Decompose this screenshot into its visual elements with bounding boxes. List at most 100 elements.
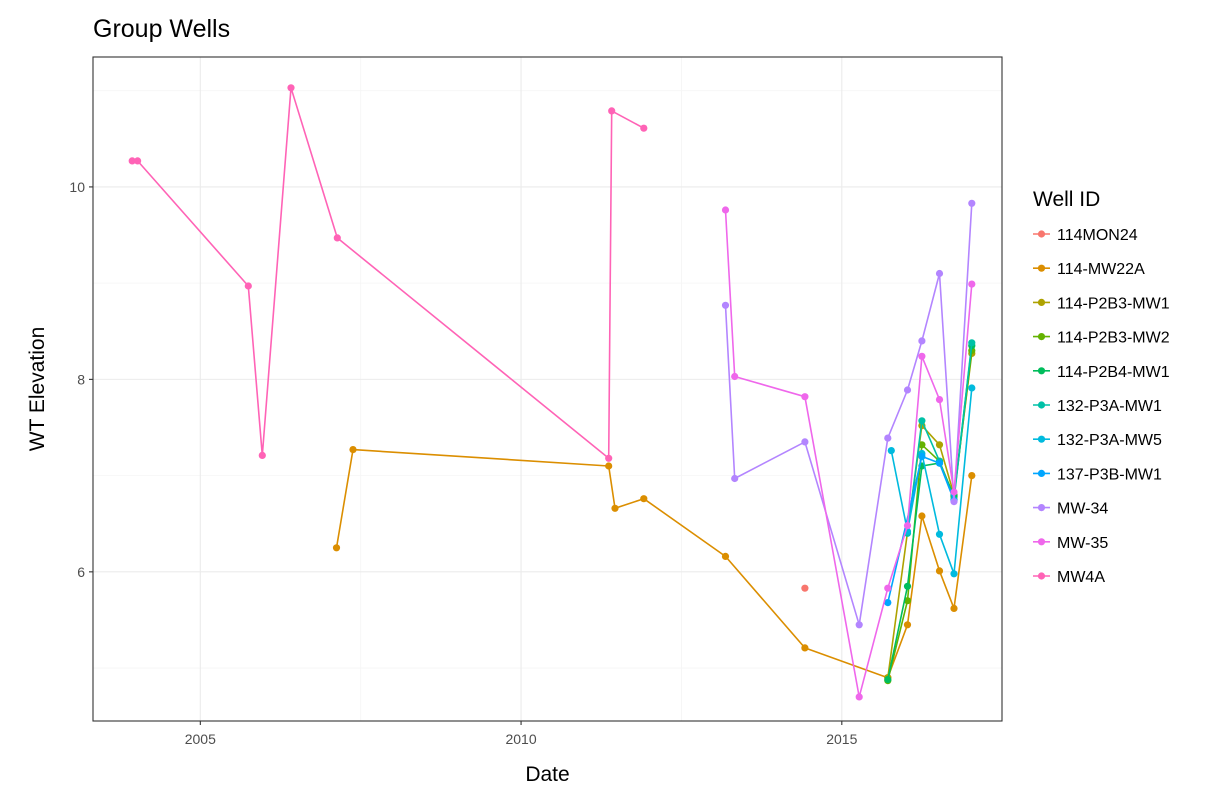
- data-point: [918, 512, 926, 520]
- y-tick-label: 8: [77, 371, 85, 387]
- series-line: [887, 455, 955, 603]
- series-line: [724, 203, 973, 626]
- x-axis-title: Date: [525, 763, 569, 786]
- data-point: [721, 301, 730, 309]
- data-point: [935, 530, 944, 538]
- data-point: [918, 417, 926, 425]
- legend-item: 132-P3A-MW1: [1033, 398, 1162, 415]
- data-point: [935, 396, 944, 404]
- legend-key-point: [1037, 538, 1046, 546]
- data-point: [903, 621, 912, 629]
- data-point: [918, 441, 926, 449]
- y-axis-title: WT Elevation: [26, 327, 49, 452]
- data-point: [611, 504, 619, 512]
- data-point: [287, 84, 295, 92]
- plot-panel-background: [93, 57, 1002, 721]
- y-tick-label: 6: [77, 564, 85, 580]
- legend-item: 114-P2B4-MW1: [1033, 364, 1170, 381]
- legend-key-point: [1037, 230, 1046, 238]
- data-point: [950, 488, 958, 496]
- y-tick-label: 10: [69, 179, 85, 195]
- chart-title: Group Wells: [93, 15, 230, 43]
- data-point: [801, 393, 809, 401]
- legend-key-point: [1037, 298, 1046, 306]
- plot-series: [128, 84, 976, 701]
- legend-key-point: [1037, 435, 1046, 443]
- data-point: [903, 386, 912, 394]
- data-point: [935, 269, 944, 278]
- legend-key-point: [1037, 469, 1046, 477]
- series-114MON24: [801, 584, 809, 592]
- data-point: [918, 452, 926, 460]
- data-point: [244, 282, 252, 290]
- data-point: [855, 621, 863, 629]
- data-point: [332, 544, 341, 552]
- plot-grid: [93, 57, 1002, 721]
- legend-label: MW-34: [1057, 501, 1108, 518]
- legend-title: Well ID: [1033, 188, 1100, 211]
- legend-label: 114-MW22A: [1057, 261, 1145, 278]
- data-point: [605, 454, 613, 462]
- legend-item: 114-P2B3-MW2: [1033, 330, 1170, 347]
- legend-item: 137-P3B-MW1: [1033, 466, 1162, 483]
- legend-key-point: [1037, 504, 1046, 512]
- plot-panel-border: [92, 56, 1003, 722]
- legend: 114MON24 114-MW22A 114-P2B3-MW1 114-P2B3-MW…: [1033, 227, 1170, 586]
- series-114-MW22A: [332, 446, 976, 682]
- data-point: [884, 584, 892, 592]
- data-point: [640, 495, 648, 503]
- data-point: [801, 438, 809, 446]
- data-point: [918, 337, 926, 345]
- data-point: [258, 451, 266, 459]
- data-point: [884, 434, 892, 442]
- series-MW4A: [128, 84, 648, 462]
- data-point: [801, 644, 809, 652]
- data-point: [968, 339, 976, 347]
- series-line: [890, 387, 973, 575]
- data-point: [333, 234, 341, 242]
- legend-item: 132-P3A-MW5: [1033, 432, 1162, 449]
- data-point: [968, 472, 976, 480]
- legend-label: MW4A: [1057, 569, 1105, 586]
- data-point: [855, 693, 863, 701]
- data-point: [903, 582, 912, 590]
- series-132-P3A-MW5: [887, 384, 976, 578]
- data-point: [935, 459, 944, 467]
- data-point: [903, 597, 912, 605]
- legend-key-point: [1037, 401, 1046, 409]
- data-point: [608, 107, 616, 115]
- data-point: [884, 599, 892, 607]
- data-point: [968, 384, 976, 392]
- data-point: [640, 124, 648, 132]
- legend-item: 114-MW22A: [1033, 261, 1145, 278]
- data-point: [134, 157, 142, 165]
- x-tick-label: 2010: [505, 731, 536, 747]
- data-point: [903, 522, 912, 530]
- data-point: [721, 552, 730, 561]
- legend-item: 114-P2B3-MW1: [1033, 295, 1170, 312]
- data-point: [605, 462, 613, 470]
- data-point: [968, 280, 976, 288]
- data-point: [349, 446, 357, 454]
- data-point: [950, 570, 958, 578]
- data-point: [968, 199, 976, 207]
- series-MW-34: [721, 199, 976, 629]
- axis-ticks: 2005 2010 2015 6 8 10: [69, 179, 857, 747]
- data-point: [731, 372, 739, 381]
- data-point: [128, 157, 136, 165]
- data-point: [950, 498, 958, 506]
- legend-item: MW-34: [1033, 501, 1108, 518]
- data-point: [950, 604, 958, 613]
- legend-label: 114-P2B4-MW1: [1057, 364, 1170, 381]
- data-point: [731, 474, 739, 483]
- data-point: [721, 206, 730, 214]
- legend-label: 114-P2B3-MW2: [1057, 330, 1170, 347]
- legend-label: 137-P3B-MW1: [1057, 466, 1162, 483]
- legend-label: 114-P2B3-MW1: [1057, 295, 1170, 312]
- legend-key-point: [1037, 572, 1046, 580]
- legend-key-point: [1037, 264, 1046, 272]
- data-point: [935, 441, 944, 449]
- x-tick-label: 2005: [185, 731, 216, 747]
